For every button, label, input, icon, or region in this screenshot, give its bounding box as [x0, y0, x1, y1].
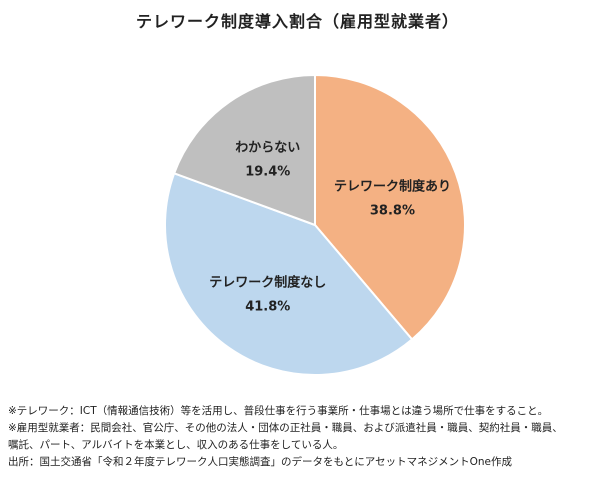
footnote-source: 出所：国土交通省「令和２年度テレワーク人口実態調査」のデータをもとにアセットマネ…: [8, 456, 512, 468]
slice-unknown-value: 19.4%: [245, 164, 290, 179]
footnote-employee-2: 嘱託、パート、アルバイトを本業とし、収入のある仕事をしている人。: [8, 439, 344, 451]
slice-telework-yes-label: テレワーク制度あり: [334, 179, 451, 195]
slice-unknown-label: わからない: [235, 140, 300, 155]
footnote-employee-1: ※雇用型就業者：民間会社、官公庁、その他の法人・団体の正社員・職員、および派遣社…: [8, 422, 563, 434]
slice-telework-yes-value: 38.8%: [370, 204, 415, 219]
slice-telework-no-label: テレワーク制度なし: [209, 275, 326, 291]
chart-title: テレワーク制度導入割合（雇用型就業者）: [135, 12, 459, 31]
slice-telework-no: [164, 172, 414, 376]
slice-telework-no-value: 41.8%: [245, 300, 290, 315]
slice-telework-yes: [314, 73, 466, 341]
footnotes: ※テレワーク：ICT（情報通信技術）等を活用し、普段仕事を行う事業所・仕事場とは…: [8, 403, 588, 471]
slice-unknown: [172, 73, 316, 227]
pie-chart: テレワーク制度あり 38.8% テレワーク制度なし 41.8% わからない 19.4%: [164, 73, 466, 376]
footnote-telework: ※テレワーク：ICT（情報通信技術）等を活用し、普段仕事を行う事業所・仕事場とは…: [8, 405, 549, 417]
